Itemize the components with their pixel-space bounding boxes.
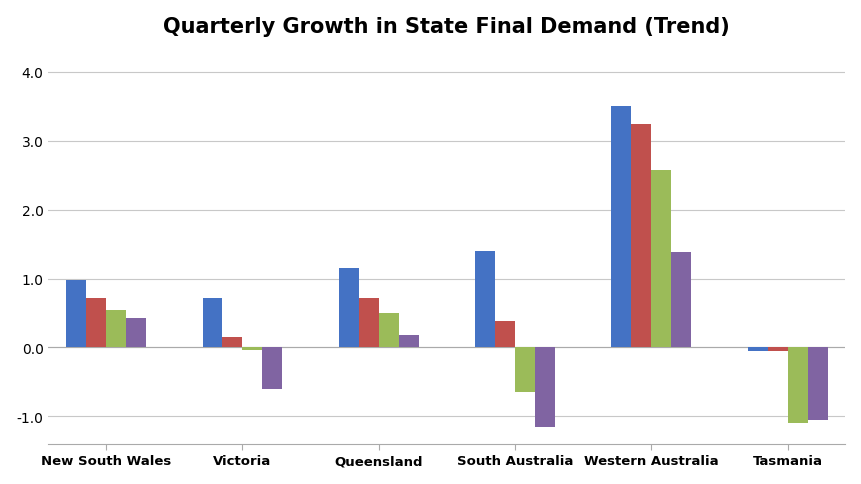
- Bar: [338, 269, 358, 348]
- Bar: [610, 107, 631, 348]
- Bar: [514, 348, 535, 393]
- Bar: [671, 253, 691, 348]
- Bar: [474, 252, 494, 348]
- Bar: [535, 348, 554, 427]
- Bar: [242, 348, 262, 350]
- Bar: [651, 171, 671, 348]
- Bar: [494, 321, 514, 348]
- Bar: [807, 348, 827, 420]
- Bar: [787, 348, 807, 424]
- Title: Quarterly Growth in State Final Demand (Trend): Quarterly Growth in State Final Demand (…: [164, 16, 729, 37]
- Bar: [262, 348, 282, 389]
- Bar: [126, 319, 146, 348]
- Bar: [358, 298, 378, 348]
- Bar: [66, 280, 86, 348]
- Bar: [106, 310, 126, 348]
- Bar: [202, 298, 222, 348]
- Bar: [86, 298, 106, 348]
- Bar: [631, 125, 651, 348]
- Bar: [398, 335, 418, 348]
- Bar: [767, 348, 787, 351]
- Bar: [378, 313, 398, 348]
- Bar: [747, 348, 767, 351]
- Bar: [222, 337, 242, 348]
